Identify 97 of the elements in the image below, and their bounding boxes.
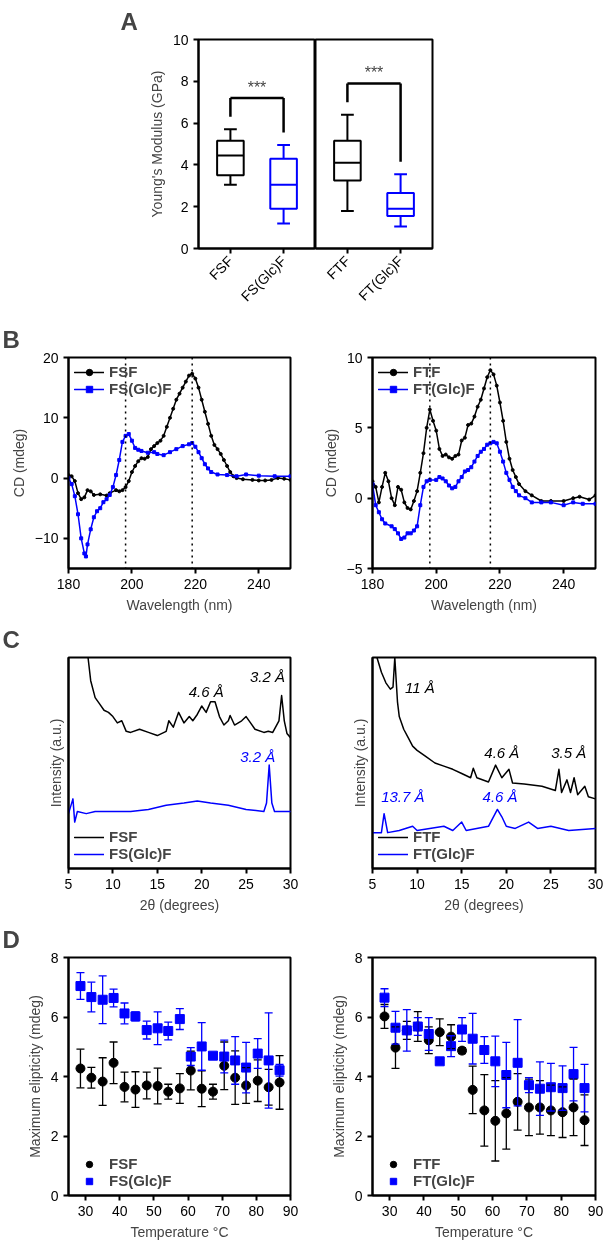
legend-label: FTF (413, 363, 441, 380)
x-tick-label: 240 (551, 575, 576, 592)
x-axis-title: Wavelength (nm) (126, 596, 233, 613)
x-tick-label: 90 (587, 1202, 603, 1219)
x-tick-label: 180 (360, 575, 385, 592)
x-tick-label: 220 (183, 575, 208, 592)
legend-label: FS(Glc)F (109, 380, 172, 397)
y-tick-label: 0 (354, 490, 363, 507)
y-tick-label: 8 (354, 949, 363, 966)
annotation: 13.7 Å (381, 788, 425, 806)
x-axis-title: Temperature °C (130, 1223, 229, 1240)
x-tick-label: 70 (519, 1202, 535, 1219)
x-tick-label: 5 (368, 875, 377, 892)
legend-label: FS(Glc)F (109, 1172, 172, 1189)
y-tick-label: 8 (50, 949, 59, 966)
x-tick-label: 25 (543, 875, 559, 892)
y-axis-title: Intensity (a.u.) (47, 718, 64, 808)
annotation: 11 Å (404, 678, 435, 696)
y-tick-label: 2 (354, 1128, 363, 1144)
y-tick-label: 5 (354, 419, 363, 436)
x-tick-label: 200 (424, 575, 449, 592)
chart-title: D (2, 925, 20, 953)
y-tick-label: 0 (50, 470, 59, 487)
annotation: 3.5 Å (551, 743, 587, 761)
y-tick-label: 6 (180, 115, 189, 132)
annotation: 3.2 Å (249, 667, 285, 685)
x-tick-label: 30 (282, 875, 299, 892)
legend-label: FTF (413, 828, 441, 845)
y-axis-title: Intensity (a.u.) (351, 718, 368, 808)
x-tick-label: 10 (105, 875, 121, 892)
y-tick-label: 10 (42, 409, 59, 426)
y-tick-label: −5 (346, 560, 363, 577)
legend-label: FT(Glc)F (413, 845, 475, 862)
y-axis-title: CD (mdeg) (322, 428, 339, 498)
legend-label: FT(Glc)F (413, 1172, 475, 1189)
chart-title: A (120, 7, 138, 35)
legend-label: FS(Glc)F (109, 845, 172, 862)
annotation: *** (247, 78, 267, 96)
x-axis-title: 2θ (degrees) (444, 896, 524, 913)
y-axis-title: CD (mdeg) (10, 428, 27, 498)
x-tick-label: 10 (409, 875, 426, 892)
chart-title: B (2, 325, 20, 353)
annotation: 4.6 Å (482, 788, 518, 806)
y-tick-label: 8 (180, 73, 189, 90)
x-axis-title: Temperature °C (434, 1223, 534, 1240)
legend-label: FSF (109, 363, 138, 380)
x-tick-label: 5 (64, 875, 73, 892)
y-axis-title: Maximum elipticity (mdeg) (26, 995, 43, 1158)
annotation: 4.6 Å (188, 682, 224, 700)
y-tick-label: 0 (180, 240, 189, 257)
x-tick-label: 40 (111, 1202, 128, 1219)
y-tick-label: 10 (346, 349, 363, 366)
x-tick-label: 70 (214, 1202, 231, 1219)
legend-label: FTF (413, 1155, 441, 1172)
y-tick-label: 0 (50, 1187, 59, 1204)
y-tick-label: 20 (42, 349, 59, 366)
y-tick-label: 4 (50, 1068, 59, 1085)
x-tick-label: 15 (149, 875, 166, 892)
y-tick-label: 0 (354, 1187, 363, 1204)
annotation: *** (364, 64, 384, 82)
x-tick-label: 20 (498, 875, 515, 892)
x-tick-label: 90 (282, 1202, 299, 1219)
y-axis-title: Young's Modulus (GPa) (148, 70, 165, 218)
x-tick-label: 80 (553, 1202, 570, 1219)
x-tick-label: 50 (450, 1202, 467, 1219)
y-tick-label: 4 (180, 156, 189, 173)
y-tick-label: 6 (354, 1009, 363, 1025)
x-tick-label: 15 (453, 875, 470, 892)
x-tick-label: 60 (484, 1202, 501, 1219)
legend-label: FSF (109, 828, 138, 845)
x-tick-label: 30 (77, 1202, 94, 1219)
x-axis-title: 2θ (degrees) (139, 896, 220, 913)
y-tick-label: 2 (50, 1128, 59, 1144)
x-tick-label: 30 (381, 1202, 398, 1219)
x-tick-label: 30 (587, 875, 603, 892)
annotation: 3.2 Å (240, 748, 276, 766)
legend-label: FT(Glc)F (413, 380, 475, 397)
chart-title: C (2, 625, 20, 653)
x-tick-label: 50 (146, 1202, 162, 1219)
x-axis-title: Wavelength (nm) (430, 596, 538, 613)
x-tick-label: 60 (180, 1202, 197, 1219)
y-tick-label: −10 (34, 530, 59, 547)
x-tick-label: 200 (120, 575, 144, 592)
y-tick-label: 4 (354, 1068, 363, 1085)
x-tick-label: 40 (416, 1202, 432, 1219)
y-tick-label: 2 (180, 198, 189, 215)
x-tick-label: 80 (248, 1202, 265, 1219)
x-tick-label: 220 (488, 575, 512, 592)
y-tick-label: 10 (172, 31, 189, 48)
x-tick-label: 20 (193, 875, 210, 892)
x-tick-label: 240 (247, 575, 271, 592)
annotation: 4.6 Å (484, 743, 520, 761)
x-tick-label: 25 (238, 875, 255, 892)
y-tick-label: 6 (50, 1009, 59, 1025)
x-tick-label: 180 (56, 575, 81, 592)
y-axis-title: Maximum elipticity (mdeg) (330, 995, 347, 1158)
legend-label: FSF (109, 1155, 138, 1172)
